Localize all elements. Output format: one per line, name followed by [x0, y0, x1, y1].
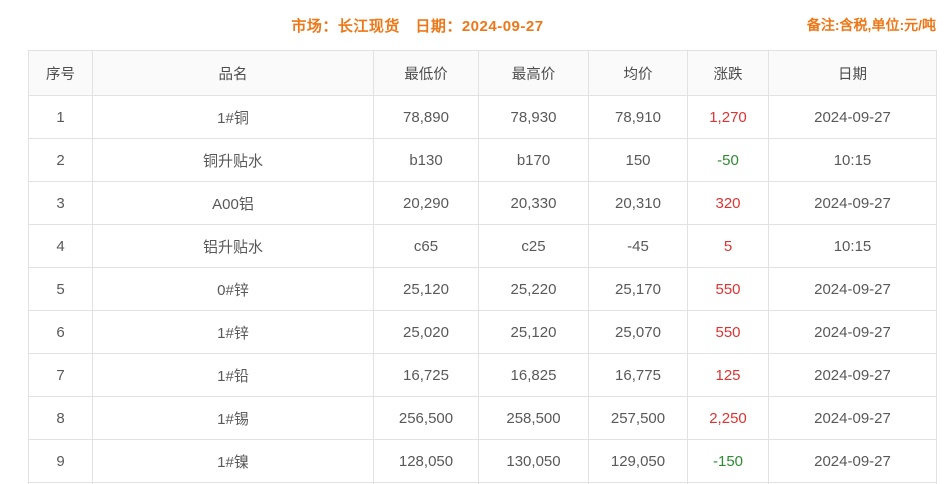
cell-change: 320 [687, 181, 769, 225]
cell-change: -50 [687, 138, 769, 182]
cell-date: 2024-09-27 [768, 95, 937, 139]
cell-product-name: 1#铜 [92, 95, 374, 139]
cell-product-name: 1#镍 [92, 439, 374, 483]
cell-date: 2024-09-27 [768, 181, 937, 225]
cell-avg-price: 16,775 [588, 353, 688, 397]
table-row-partial [28, 482, 937, 484]
cell-high-price: 25,120 [478, 310, 589, 354]
cell-seq: 7 [28, 353, 93, 397]
cell-seq: 8 [28, 396, 93, 440]
cell-seq: 1 [28, 95, 93, 139]
market-header-bar: 市场：长江现货 日期：2024-09-27 备注:含税,单位:元/吨 [0, 0, 951, 50]
col-header-high: 最高价 [478, 50, 589, 96]
cell-product-name: 1#锡 [92, 396, 374, 440]
cell-product-name: 铝升贴水 [92, 224, 374, 268]
col-header-seq: 序号 [28, 50, 93, 96]
cell-high-price: c25 [478, 224, 589, 268]
cell-product-name: A00铝 [92, 181, 374, 225]
cell-low-price: 16,725 [373, 353, 479, 397]
col-header-avg: 均价 [588, 50, 688, 96]
cell-change: 550 [687, 310, 769, 354]
cell-high-price: 78,930 [478, 95, 589, 139]
table-header-row: 序号 品名 最低价 最高价 均价 涨跌 日期 [28, 50, 937, 96]
cell-low-price: 256,500 [373, 396, 479, 440]
table-row: 6 1#锌 25,020 25,120 25,070 550 2024-09-2… [28, 310, 937, 354]
cell-date: 2024-09-27 [768, 353, 937, 397]
cell-change: 2,250 [687, 396, 769, 440]
cell-low-price: b130 [373, 138, 479, 182]
table-row: 3 A00铝 20,290 20,330 20,310 320 2024-09-… [28, 181, 937, 225]
cell-high-price: 20,330 [478, 181, 589, 225]
table-row: 7 1#铅 16,725 16,825 16,775 125 2024-09-2… [28, 353, 937, 397]
cell-product-name: 0#锌 [92, 267, 374, 311]
cell-change: 125 [687, 353, 769, 397]
cell-empty [768, 482, 937, 484]
cell-high-price: 16,825 [478, 353, 589, 397]
table-row: 8 1#锡 256,500 258,500 257,500 2,250 2024… [28, 396, 937, 440]
cell-low-price: 128,050 [373, 439, 479, 483]
cell-date: 10:15 [768, 138, 937, 182]
cell-change: 1,270 [687, 95, 769, 139]
cell-avg-price: 25,170 [588, 267, 688, 311]
unit-remark: 备注:含税,单位:元/吨 [806, 17, 936, 33]
cell-date: 2024-09-27 [768, 439, 937, 483]
cell-seq: 6 [28, 310, 93, 354]
cell-seq: 4 [28, 224, 93, 268]
cell-seq: 5 [28, 267, 93, 311]
cell-avg-price: 20,310 [588, 181, 688, 225]
cell-product-name: 1#铅 [92, 353, 374, 397]
cell-low-price: 25,120 [373, 267, 479, 311]
table-row: 9 1#镍 128,050 130,050 129,050 -150 2024-… [28, 439, 937, 483]
cell-low-price: c65 [373, 224, 479, 268]
price-table: 序号 品名 最低价 最高价 均价 涨跌 日期 1 1#铜 78,890 78,9… [28, 50, 937, 484]
cell-change: 5 [687, 224, 769, 268]
cell-low-price: 78,890 [373, 95, 479, 139]
table-row: 1 1#铜 78,890 78,930 78,910 1,270 2024-09… [28, 95, 937, 139]
col-header-low: 最低价 [373, 50, 479, 96]
cell-change: -150 [687, 439, 769, 483]
cell-date: 2024-09-27 [768, 267, 937, 311]
market-title: 市场：长江现货 日期：2024-09-27 [291, 17, 544, 35]
cell-date: 2024-09-27 [768, 310, 937, 354]
cell-low-price: 25,020 [373, 310, 479, 354]
col-header-name: 品名 [92, 50, 374, 96]
table-row: 4 铝升贴水 c65 c25 -45 5 10:15 [28, 224, 937, 268]
cell-high-price: b170 [478, 138, 589, 182]
table-row: 5 0#锌 25,120 25,220 25,170 550 2024-09-2… [28, 267, 937, 311]
cell-high-price: 25,220 [478, 267, 589, 311]
cell-product-name: 铜升贴水 [92, 138, 374, 182]
cell-avg-price: 129,050 [588, 439, 688, 483]
cell-seq: 9 [28, 439, 93, 483]
cell-low-price: 20,290 [373, 181, 479, 225]
cell-avg-price: 25,070 [588, 310, 688, 354]
col-header-date: 日期 [768, 50, 937, 96]
cell-seq: 3 [28, 181, 93, 225]
cell-avg-price: 257,500 [588, 396, 688, 440]
table-row: 2 铜升贴水 b130 b170 150 -50 10:15 [28, 138, 937, 182]
cell-change: 550 [687, 267, 769, 311]
cell-avg-price: -45 [588, 224, 688, 268]
cell-avg-price: 78,910 [588, 95, 688, 139]
cell-avg-price: 150 [588, 138, 688, 182]
cell-high-price: 130,050 [478, 439, 589, 483]
col-header-change: 涨跌 [687, 50, 769, 96]
cell-date: 2024-09-27 [768, 396, 937, 440]
cell-high-price: 258,500 [478, 396, 589, 440]
cell-product-name: 1#锌 [92, 310, 374, 354]
cell-seq: 2 [28, 138, 93, 182]
cell-date: 10:15 [768, 224, 937, 268]
